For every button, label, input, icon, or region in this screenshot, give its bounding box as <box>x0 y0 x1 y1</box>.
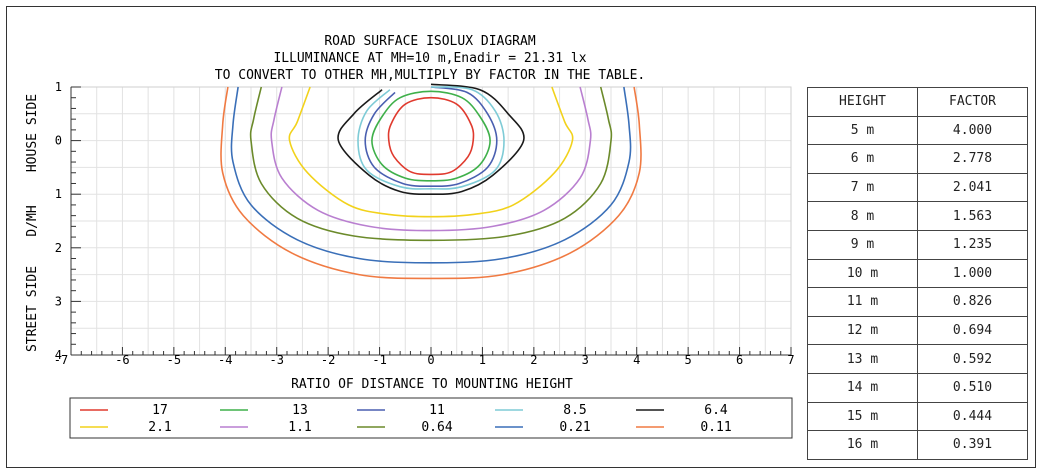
table-body: 5 m 4.000 6 m 2.778 7 m 2.041 8 m 1.563 9 m 1.235… <box>807 115 1028 460</box>
factor-cell: 2.778 <box>917 144 1028 174</box>
x-tick-label: 5 <box>685 353 692 367</box>
factor-cell: 0.444 <box>917 401 1028 432</box>
height-cell: 12 m <box>807 315 918 346</box>
isolux-contour <box>387 96 475 176</box>
x-tick-label: 7 <box>787 353 794 367</box>
x-tick-label: 3 <box>582 353 589 367</box>
height-cell: 15 m <box>807 401 918 432</box>
isolux-contour <box>288 86 574 218</box>
factor-cell: 0.592 <box>917 344 1028 374</box>
x-tick-label: -2 <box>321 353 335 367</box>
x-axis-label: RATIO OF DISTANCE TO MOUNTING HEIGHT <box>291 377 573 392</box>
x-tick-label: 4 <box>633 353 640 367</box>
factor-cell: 0.510 <box>917 372 1028 403</box>
legend-label: 17 <box>152 403 168 418</box>
legend-label: 11 <box>429 403 445 418</box>
table-header-row: HEIGHT FACTOR <box>807 87 1028 117</box>
table-row: 10 m 1.000 <box>807 258 1028 289</box>
height-cell: 14 m <box>807 372 918 403</box>
x-tick-label: -1 <box>372 353 386 367</box>
y-tick-label: 1 <box>55 187 62 201</box>
height-cell: 6 m <box>807 144 918 174</box>
height-cell: 16 m <box>807 430 918 460</box>
legend-label: 0.11 <box>700 420 731 435</box>
legend-label: 6.4 <box>704 403 728 418</box>
table-row: 6 m 2.778 <box>807 144 1028 174</box>
legend-label: 2.1 <box>148 420 171 435</box>
y-axis-label-dmh: D/MH <box>25 205 40 236</box>
factor-cell: 1.000 <box>917 258 1028 289</box>
x-tick-label: -3 <box>269 353 283 367</box>
isolux-contour <box>371 90 491 182</box>
table-row: 9 m 1.235 <box>807 229 1028 260</box>
legend-label: 8.5 <box>563 403 586 418</box>
x-tick-label: 6 <box>736 353 743 367</box>
chart-subtitle-2: TO CONVERT TO OTHER MH,MULTIPLY BY FACTO… <box>215 68 645 83</box>
y-axis-label-street: STREET SIDE <box>25 266 40 352</box>
contour-lines <box>220 83 642 280</box>
x-tick-label: -6 <box>115 353 129 367</box>
legend-label: 1.1 <box>288 420 311 435</box>
factor-cell: 1.235 <box>917 229 1028 260</box>
table-row: 13 m 0.592 <box>807 344 1028 374</box>
table-row: 12 m 0.694 <box>807 315 1028 346</box>
factor-cell: 0.391 <box>917 430 1028 460</box>
factor-cell: 2.041 <box>917 172 1028 203</box>
height-factor-table: HEIGHT FACTOR 5 m 4.000 6 m 2.778 7 m 2.041 8 … <box>807 87 1028 460</box>
legend-label: 13 <box>292 403 308 418</box>
axes: -7 -6 -5 -4 -3 -2 -1 0 1 2 3 4 5 6 7 1 0 1 2 3 4 <box>54 80 795 367</box>
factor-cell: 4.000 <box>917 115 1028 146</box>
table-row: 16 m 0.391 <box>807 430 1028 460</box>
isolux-contour <box>220 86 642 280</box>
height-cell: 13 m <box>807 344 918 374</box>
x-tick-label: -5 <box>167 353 181 367</box>
x-tick-label: 0 <box>427 353 434 367</box>
isolux-contour <box>249 86 613 242</box>
table-row: 5 m 4.000 <box>807 115 1028 146</box>
height-cell: 5 m <box>807 115 918 146</box>
y-tick-label: 4 <box>55 348 62 362</box>
table-row: 8 m 1.563 <box>807 201 1028 231</box>
y-tick-label: 3 <box>55 294 62 308</box>
legend-box <box>69 397 793 439</box>
table-row: 7 m 2.041 <box>807 172 1028 203</box>
legend: 17 13 11 8.5 6.4 2.1 1.1 0.64 0.21 0.11 <box>80 403 732 435</box>
table-row: 14 m 0.510 <box>807 372 1028 403</box>
height-cell: 9 m <box>807 229 918 260</box>
chart-title: ROAD SURFACE ISOLUX DIAGRAM <box>324 34 535 49</box>
chart-text: ROAD SURFACE ISOLUX DIAGRAM ILLUMINANCE … <box>25 34 645 392</box>
height-cell: 11 m <box>807 287 918 317</box>
grid <box>70 86 792 356</box>
table-header-height: HEIGHT <box>807 87 918 117</box>
factor-cell: 1.563 <box>917 201 1028 231</box>
isolux-contour <box>357 86 505 190</box>
factor-cell: 0.694 <box>917 315 1028 346</box>
isolux-contour <box>364 86 498 188</box>
x-tick-label: 1 <box>479 353 486 367</box>
factor-cell: 0.826 <box>917 287 1028 317</box>
y-axis-label-house: HOUSE SIDE <box>25 94 40 172</box>
legend-label: 0.64 <box>421 420 452 435</box>
isolux-contour <box>270 86 592 232</box>
height-cell: 10 m <box>807 258 918 289</box>
legend-label: 0.21 <box>559 420 590 435</box>
x-tick-label: -7 <box>54 353 68 367</box>
x-tick-label: -4 <box>218 353 232 367</box>
x-tick-label: 2 <box>530 353 537 367</box>
y-tick-label: 2 <box>55 241 62 255</box>
height-cell: 8 m <box>807 201 918 231</box>
table-row: 11 m 0.826 <box>807 287 1028 317</box>
height-cell: 7 m <box>807 172 918 203</box>
isolux-contour <box>337 83 525 196</box>
y-tick-label: 0 <box>55 134 62 148</box>
chart-subtitle-1: ILLUMINANCE AT MH=10 m,Enadir = 21.31 lx <box>273 51 586 66</box>
table-header-factor: FACTOR <box>917 87 1028 117</box>
y-tick-label: 1 <box>55 80 62 94</box>
isolux-contour <box>230 86 632 264</box>
table-row: 15 m 0.444 <box>807 401 1028 432</box>
